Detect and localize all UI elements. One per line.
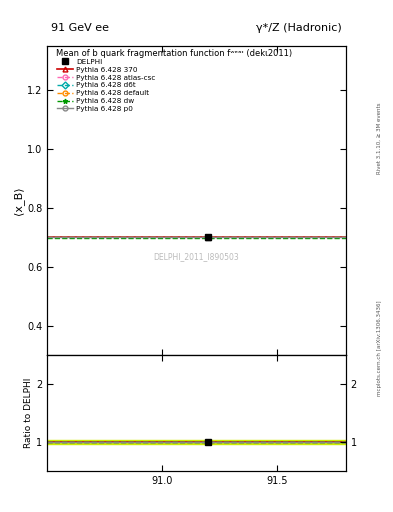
- Text: mcplots.cern.ch [arXiv:1306.3436]: mcplots.cern.ch [arXiv:1306.3436]: [377, 301, 382, 396]
- Text: 91 GeV ee: 91 GeV ee: [51, 23, 109, 33]
- Legend: DELPHI, Pythia 6.428 370, Pythia 6.428 atlas-csc, Pythia 6.428 d6t, Pythia 6.428: DELPHI, Pythia 6.428 370, Pythia 6.428 a…: [54, 56, 158, 115]
- Text: γ*/Z (Hadronic): γ*/Z (Hadronic): [256, 23, 342, 33]
- Y-axis label: ⟨x_B⟩: ⟨x_B⟩: [13, 186, 24, 215]
- Text: Mean of b quark fragmentation function fʷᵉᵃᶦ (dekι2011): Mean of b quark fragmentation function f…: [56, 49, 292, 58]
- Text: Rivet 3.1.10, ≥ 3M events: Rivet 3.1.10, ≥ 3M events: [377, 102, 382, 174]
- Y-axis label: Ratio to DELPHI: Ratio to DELPHI: [24, 378, 33, 449]
- Text: DELPHI_2011_I890503: DELPHI_2011_I890503: [154, 252, 239, 261]
- Bar: [47, 440, 346, 444]
